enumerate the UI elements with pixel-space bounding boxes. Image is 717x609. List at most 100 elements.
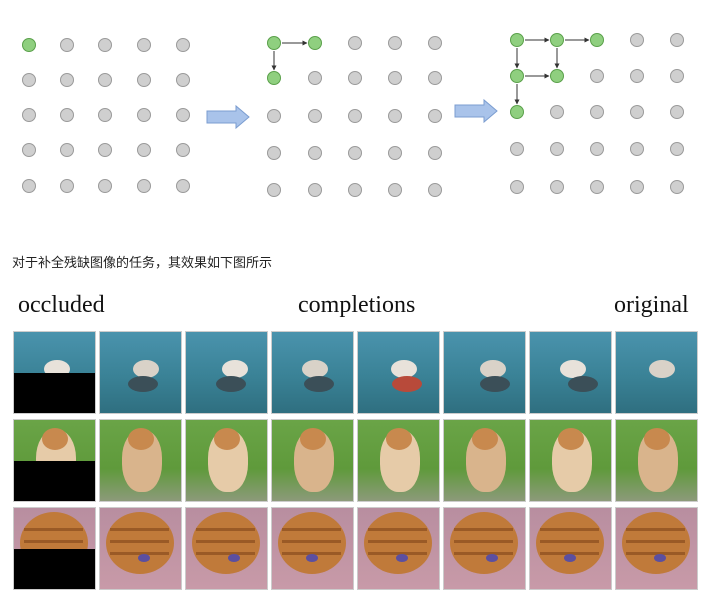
wood-disc: [106, 512, 174, 574]
node-idle: [176, 179, 190, 193]
wood-grain: [110, 528, 169, 531]
dog-head: [42, 428, 68, 450]
bird-shape: [560, 360, 586, 378]
purple-object: [486, 554, 498, 562]
completion-image: [529, 507, 612, 590]
node-idle: [388, 109, 402, 123]
occlusion-mask: [14, 372, 95, 413]
dog-head: [300, 428, 326, 450]
node-idle: [98, 73, 112, 87]
node-active: [590, 33, 604, 47]
completion-artifact: [304, 376, 334, 392]
node-idle: [176, 143, 190, 157]
completion-artifact: [216, 376, 246, 392]
node-idle: [590, 105, 604, 119]
node-idle: [22, 143, 36, 157]
wood-grain: [282, 540, 341, 543]
occluded-image: [13, 331, 96, 414]
node-idle: [137, 38, 151, 52]
completion-artifact: [480, 376, 510, 392]
node-idle: [630, 105, 644, 119]
completion-image: [357, 419, 440, 502]
dog-head: [558, 428, 584, 450]
wood-disc: [450, 512, 518, 574]
completion-image: [185, 419, 268, 502]
node-idle: [428, 146, 442, 160]
node-idle: [22, 179, 36, 193]
wood-grain: [540, 552, 599, 555]
node-active: [510, 33, 524, 47]
completion-image: [357, 507, 440, 590]
node-idle: [348, 146, 362, 160]
completion-image: [529, 331, 612, 414]
wood-grain: [368, 552, 427, 555]
wood-grain: [454, 552, 513, 555]
header-original: original: [614, 292, 689, 318]
wood-grain: [282, 528, 341, 531]
node-idle: [348, 71, 362, 85]
node-idle: [388, 36, 402, 50]
node-idle: [670, 69, 684, 83]
node-idle: [98, 143, 112, 157]
node-idle: [630, 33, 644, 47]
node-idle: [348, 109, 362, 123]
original-image: [615, 331, 698, 414]
node-idle: [590, 142, 604, 156]
wood-grain: [24, 540, 83, 543]
completion-image: [271, 331, 354, 414]
bird-shape: [391, 360, 417, 378]
completion-image: [271, 507, 354, 590]
purple-object: [138, 554, 150, 562]
node-idle: [510, 180, 524, 194]
pixel-generation-diagram: [22, 33, 684, 197]
node-grid-step-2: [267, 36, 442, 197]
purple-object: [564, 554, 576, 562]
occlusion-mask: [14, 460, 95, 501]
node-active: [267, 36, 281, 50]
original-image: [615, 419, 698, 502]
node-idle: [630, 180, 644, 194]
bird-shape: [302, 360, 328, 378]
node-idle: [22, 73, 36, 87]
completion-artifact: [392, 376, 422, 392]
node-grid-step-3: [510, 33, 684, 194]
wood-grain: [24, 528, 83, 531]
node-idle: [60, 108, 74, 122]
node-idle: [388, 146, 402, 160]
node-grid-step-1: [22, 38, 190, 193]
completion-image: [529, 419, 612, 502]
node-idle: [550, 105, 564, 119]
node-idle: [60, 179, 74, 193]
wood-disc: [278, 512, 346, 574]
node-idle: [670, 142, 684, 156]
completion-image: [271, 419, 354, 502]
node-idle: [428, 71, 442, 85]
node-active: [550, 69, 564, 83]
node-idle: [137, 179, 151, 193]
node-idle: [137, 143, 151, 157]
purple-object: [396, 554, 408, 562]
node-idle: [267, 183, 281, 197]
completion-image: [443, 507, 526, 590]
occluded-image: [13, 419, 96, 502]
dog-head: [472, 428, 498, 450]
node-idle: [590, 180, 604, 194]
node-idle: [60, 73, 74, 87]
completion-image: [99, 331, 182, 414]
node-idle: [670, 180, 684, 194]
node-idle: [267, 109, 281, 123]
node-idle: [348, 36, 362, 50]
node-idle: [550, 142, 564, 156]
dog-head: [214, 428, 240, 450]
node-idle: [590, 69, 604, 83]
node-idle: [308, 183, 322, 197]
bird-shape: [480, 360, 506, 378]
completion-image: [185, 507, 268, 590]
node-idle: [630, 69, 644, 83]
wood-grain: [454, 540, 513, 543]
node-active: [510, 69, 524, 83]
node-idle: [510, 142, 524, 156]
wood-disc: [192, 512, 260, 574]
node-idle: [550, 180, 564, 194]
wood-disc: [536, 512, 604, 574]
